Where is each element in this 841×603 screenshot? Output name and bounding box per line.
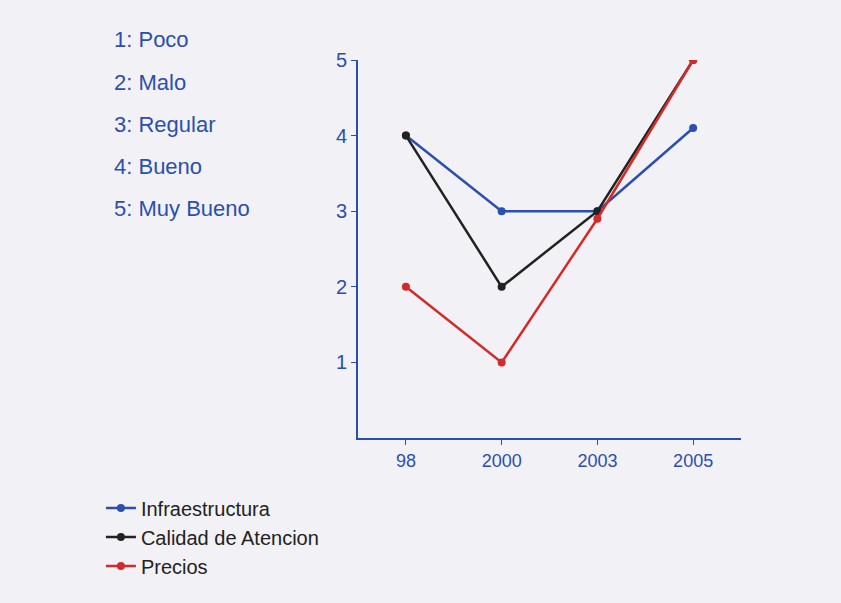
svg-text:5: Muy Bueno: 5: Muy Bueno (114, 196, 250, 221)
svg-text:3: 3 (336, 200, 347, 222)
svg-text:Calidad de Atencion: Calidad de Atencion (141, 527, 319, 549)
svg-text:2003: 2003 (577, 451, 617, 471)
svg-text:1: Poco: 1: Poco (114, 27, 189, 52)
svg-text:5: 5 (336, 49, 347, 71)
svg-text:1: 1 (336, 351, 347, 373)
svg-text:2005: 2005 (673, 451, 713, 471)
svg-text:4: 4 (336, 125, 347, 147)
svg-text:2: 2 (336, 276, 347, 298)
svg-text:98: 98 (396, 451, 416, 471)
svg-text:3: Regular: 3: Regular (114, 112, 216, 137)
svg-text:Infraestructura: Infraestructura (141, 498, 271, 520)
svg-text:4: Bueno: 4: Bueno (114, 154, 202, 179)
svg-text:2000: 2000 (482, 451, 522, 471)
svg-text:Precios: Precios (141, 556, 208, 578)
svg-text:2: Malo: 2: Malo (114, 70, 186, 95)
